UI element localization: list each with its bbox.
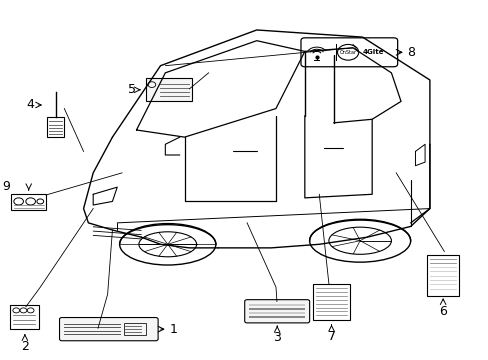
Text: OnStar: OnStar [339,50,356,55]
Text: 4Glte: 4Glte [362,49,383,55]
Text: 9: 9 [2,180,10,193]
Text: 1: 1 [169,323,177,336]
Bar [313,284,349,320]
Bar [427,255,458,296]
Text: 3: 3 [273,331,281,344]
FancyBboxPatch shape [301,38,397,67]
Text: 2: 2 [21,340,29,353]
Text: 8: 8 [407,46,414,59]
Bar [248,316,305,318]
Bar [146,78,191,102]
Bar [47,117,64,137]
Text: 7: 7 [327,330,335,343]
FancyBboxPatch shape [60,318,158,341]
Bar [248,304,305,306]
FancyBboxPatch shape [244,300,309,323]
Bar [248,308,305,310]
Text: 6: 6 [438,305,446,318]
Bar [10,305,39,329]
Bar [248,312,305,314]
Text: 4: 4 [26,99,35,112]
Bar [11,194,46,210]
Bar [124,323,146,336]
Text: 5: 5 [127,83,135,96]
